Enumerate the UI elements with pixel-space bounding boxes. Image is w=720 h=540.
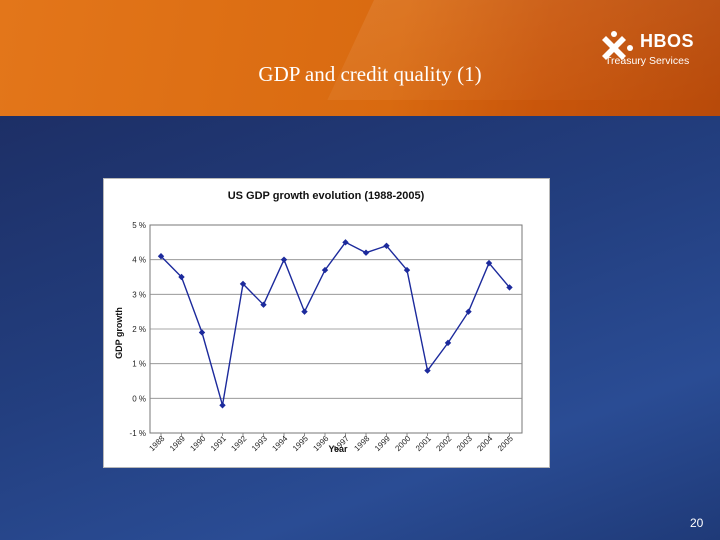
data-point (424, 367, 431, 374)
x-tick-label: 2005 (496, 434, 515, 453)
data-point (157, 253, 165, 260)
x-tick-label: 1991 (209, 434, 228, 453)
data-point (403, 266, 411, 274)
x-tick-label: 1995 (291, 434, 310, 453)
y-tick-label: -1 % (130, 429, 146, 438)
series-line (160, 241, 511, 406)
data-point (301, 308, 308, 315)
x-tick-label: 1993 (250, 434, 269, 453)
x-tick-label: 1994 (270, 434, 289, 453)
data-point (383, 242, 390, 249)
x-tick-label: 1999 (373, 434, 392, 453)
y-axis-label: GDP growth (114, 307, 124, 359)
chart-panel: US GDP growth evolution (1988-2005) -1 %… (103, 178, 550, 468)
data-point (465, 308, 472, 315)
x-tick-label: 2003 (455, 434, 474, 453)
brand-name: HBOS (640, 31, 695, 51)
x-axis-label: Year (328, 444, 348, 454)
x-tick-label: 1988 (147, 434, 166, 453)
data-point (198, 329, 206, 336)
x-tick-label: 1990 (188, 434, 207, 453)
x-tick-label: 2000 (393, 434, 412, 453)
y-tick-label: 5 % (132, 221, 146, 230)
hbos-logo-icon (602, 31, 633, 60)
brand-sub: Treasury Services (605, 55, 690, 67)
x-tick-label: 2004 (475, 434, 494, 453)
data-point (219, 402, 226, 409)
page-number: 20 (690, 516, 704, 530)
x-tick-label: 1989 (168, 434, 187, 453)
data-point (280, 256, 288, 263)
data-point (239, 280, 247, 288)
y-tick-label: 0 % (132, 394, 146, 403)
data-point (260, 301, 267, 308)
gdp-line-chart: US GDP growth evolution (1988-2005) -1 %… (114, 190, 523, 454)
chart-title: US GDP growth evolution (1988-2005) (228, 190, 425, 202)
data-point (321, 266, 329, 274)
x-tick-label: 2002 (434, 434, 453, 453)
x-tick-label: 1992 (229, 434, 248, 453)
data-point (178, 273, 185, 281)
x-tick-label: 1998 (352, 434, 371, 453)
y-tick-label: 3 % (132, 290, 146, 299)
data-point (485, 259, 493, 267)
slide-title: GDP and credit quality (1) (258, 62, 482, 86)
data-point (506, 284, 513, 291)
slide-header (0, 0, 720, 116)
data-point (362, 249, 370, 256)
data-point (342, 239, 349, 246)
x-tick-label: 2001 (414, 434, 433, 453)
y-tick-label: 4 % (132, 256, 146, 265)
y-tick-label: 1 % (132, 360, 146, 369)
y-tick-label: 2 % (132, 325, 146, 334)
